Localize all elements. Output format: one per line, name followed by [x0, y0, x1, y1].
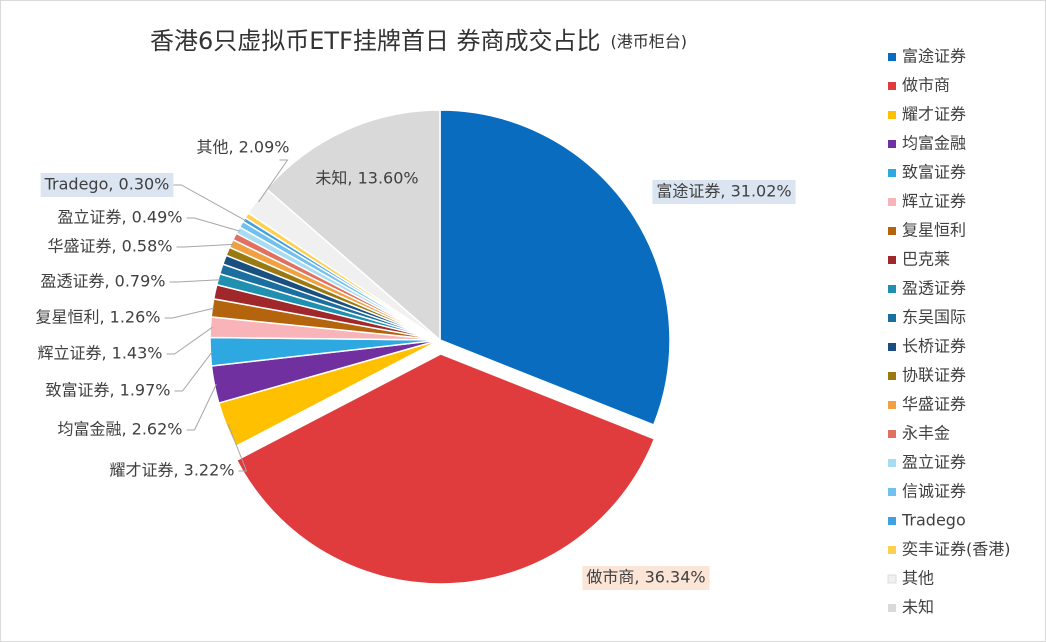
legend: 富途证券做市商耀才证券均富金融致富证券辉立证券复星恒利巴克莱盈透证券东吴国际长桥… [887, 47, 1011, 617]
data-label: 辉立证券, 1.43% [37, 344, 162, 363]
legend-label: 未知 [902, 598, 934, 617]
legend-swatch [887, 574, 897, 584]
legend-label: 均富金融 [902, 134, 966, 153]
legend-label: 长桥证券 [902, 337, 966, 356]
legend-label: 其他 [902, 569, 934, 588]
leader-line [173, 184, 246, 222]
leader-line [186, 384, 217, 431]
data-label-bg [40, 173, 174, 197]
legend-swatch [888, 372, 896, 380]
legend-swatch [888, 430, 896, 438]
data-label: 未知, 13.60% [315, 169, 418, 188]
pie-slice [265, 109, 441, 342]
legend-swatch [888, 285, 896, 293]
leader-line [227, 424, 248, 472]
legend-swatch [888, 82, 896, 90]
legend-label: 奕丰证券(香港) [902, 540, 1011, 559]
leader-line [174, 351, 213, 392]
leader-line [176, 243, 234, 248]
legend-label: 辉立证券 [902, 192, 966, 211]
legend-swatch [888, 314, 896, 322]
legend-swatch [888, 343, 896, 351]
data-label: 盈立证券, 0.49% [57, 208, 182, 227]
legend-swatch [888, 198, 896, 206]
legend-label: Tradego [901, 511, 966, 530]
legend-label: 协联证券 [902, 366, 966, 385]
legend-label: 做市商 [902, 76, 950, 95]
legend-swatch [888, 459, 896, 467]
legend-label: 信诚证券 [902, 482, 966, 501]
legend-swatch [888, 111, 896, 119]
data-label: 均富金融, 2.62% [57, 420, 182, 439]
data-label-bg [582, 566, 710, 590]
legend-swatch [888, 256, 896, 264]
data-labels: 富途证券, 31.02% 做市商, 36.34% 耀才证券, 3.22% 均富金融, … [35, 138, 796, 590]
chart-subtitle: (港币柜台) [611, 32, 688, 51]
legend-swatch [888, 488, 896, 496]
legend-label: 永丰金 [902, 424, 950, 443]
chart-title: 香港6只虚拟币ETF挂牌首日 券商成交占比 [150, 27, 601, 55]
pie-slice [235, 353, 656, 585]
leader-line [169, 279, 221, 283]
leader-line [258, 159, 289, 203]
legend-swatch [888, 227, 896, 235]
leader-line [166, 326, 213, 355]
legend-label: 富途证券 [902, 47, 966, 66]
data-label: 其他, 2.09% [196, 138, 289, 157]
data-label: 盈透证券, 0.79% [40, 272, 165, 291]
legend-swatch [888, 401, 896, 409]
data-label: 做市商, 36.34% [586, 568, 705, 587]
legend-label: 耀才证券 [902, 105, 966, 124]
leader-line [186, 217, 240, 232]
legend-label: 巴克莱 [902, 250, 950, 269]
legend-label: 东吴国际 [902, 308, 966, 327]
data-label: 复星恒利, 1.26% [35, 308, 160, 327]
legend-swatch [888, 546, 896, 554]
legend-swatch [888, 517, 896, 525]
data-label: 华盛证券, 0.58% [47, 237, 172, 256]
legend-swatch [888, 604, 896, 612]
data-label: Tradego, 0.30% [44, 175, 170, 194]
data-label: 耀才证券, 3.22% [109, 461, 234, 480]
legend-swatch [888, 169, 896, 177]
legend-swatch [888, 53, 896, 61]
data-label: 富途证券, 31.02% [656, 182, 791, 201]
pie [209, 109, 671, 585]
legend-label: 复星恒利 [902, 221, 966, 240]
pie-slice [439, 109, 671, 426]
chart-title-line: 香港6只虚拟币ETF挂牌首日 券商成交占比 (港币柜台) [150, 27, 687, 55]
legend-swatch [888, 140, 896, 148]
data-label-bg [652, 180, 796, 204]
legend-label: 盈立证券 [902, 453, 966, 472]
legend-label: 致富证券 [902, 163, 966, 182]
legend-label: 盈透证券 [902, 279, 966, 298]
leader-line [164, 307, 215, 319]
data-label: 致富证券, 1.97% [45, 381, 170, 400]
legend-label: 华盛证券 [902, 395, 966, 414]
